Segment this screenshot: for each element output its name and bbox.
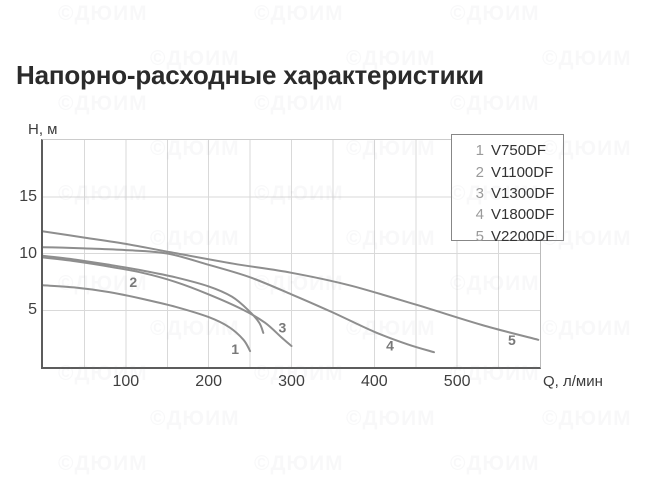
curve-number-label: 4 [386,337,394,353]
legend-item-name: V1100DF [491,163,554,181]
curve-number-label: 2 [129,274,137,290]
legend-item: 1 V750DF [452,140,563,161]
curve-V1300DF [43,256,293,347]
x-tick-label: 300 [278,373,305,390]
legend-item-name: V2200DF [491,227,555,245]
x-tick-label: 100 [112,373,140,390]
watermark-text: ©ДЮИМ [254,452,344,475]
watermark-text: ©ДЮИМ [450,452,540,475]
legend-item-number: 2 [475,163,484,181]
legend-item-number: 3 [475,184,484,202]
y-tick-label: 15 [19,187,37,205]
legend-item-number: 4 [475,206,484,224]
x-tick-label: 500 [443,373,471,390]
legend-item-number: 5 [475,227,484,245]
legend-item-name: V1800DF [491,206,555,224]
curve-V1100DF [43,254,265,334]
watermark-text: ©ДЮИМ [450,92,540,115]
curve-number-label: 5 [508,332,516,348]
watermark-text: ©ДЮИМ [58,92,148,115]
legend-item: 4 V1800DF [452,204,563,225]
watermark-text: ©ДЮИМ [254,2,344,25]
legend-item-name: V1300DF [491,184,555,202]
watermark-text: ©ДЮИМ [58,452,148,475]
watermark-text: ©ДЮИМ [254,92,344,115]
legend-item: 5 V2200DF [452,226,563,247]
y-tick-label: 10 [19,244,37,262]
curve-V2200DF [43,230,540,341]
watermark-text: ©ДЮИМ [58,2,148,25]
watermark-text: ©ДЮИМ [150,407,240,430]
page-title: Напорно-расходные характеристики [16,60,484,90]
curve-V1800DF [43,246,435,354]
legend-item-name: V750DF [491,142,547,160]
watermark-text: ©ДЮИМ [542,407,632,430]
legend-item: 2 V1100DF [452,161,563,182]
watermark-text: ©ДЮИМ [542,317,632,340]
y-tick-label: 5 [28,301,37,319]
watermark-text: ©ДЮИМ [346,407,436,430]
y-axis-label: Н, м [28,121,58,138]
watermark-text: ©ДЮИМ [450,2,540,25]
watermark-text: ©ДЮИМ [542,47,632,70]
legend-item-number: 1 [475,142,484,160]
curve-V750DF [43,284,252,353]
legend-item: 3 V1300DF [452,183,563,204]
legend: 1 V750DF 2 V1100DF 3 V1300DF 4 V1800DF 5… [451,134,564,245]
x-tick-label: 400 [360,373,388,390]
x-axis-label: Q, л/мин [543,373,603,390]
curve-number-label: 1 [231,341,239,357]
x-tick-label: 200 [195,373,222,390]
curve-number-label: 3 [278,319,286,335]
